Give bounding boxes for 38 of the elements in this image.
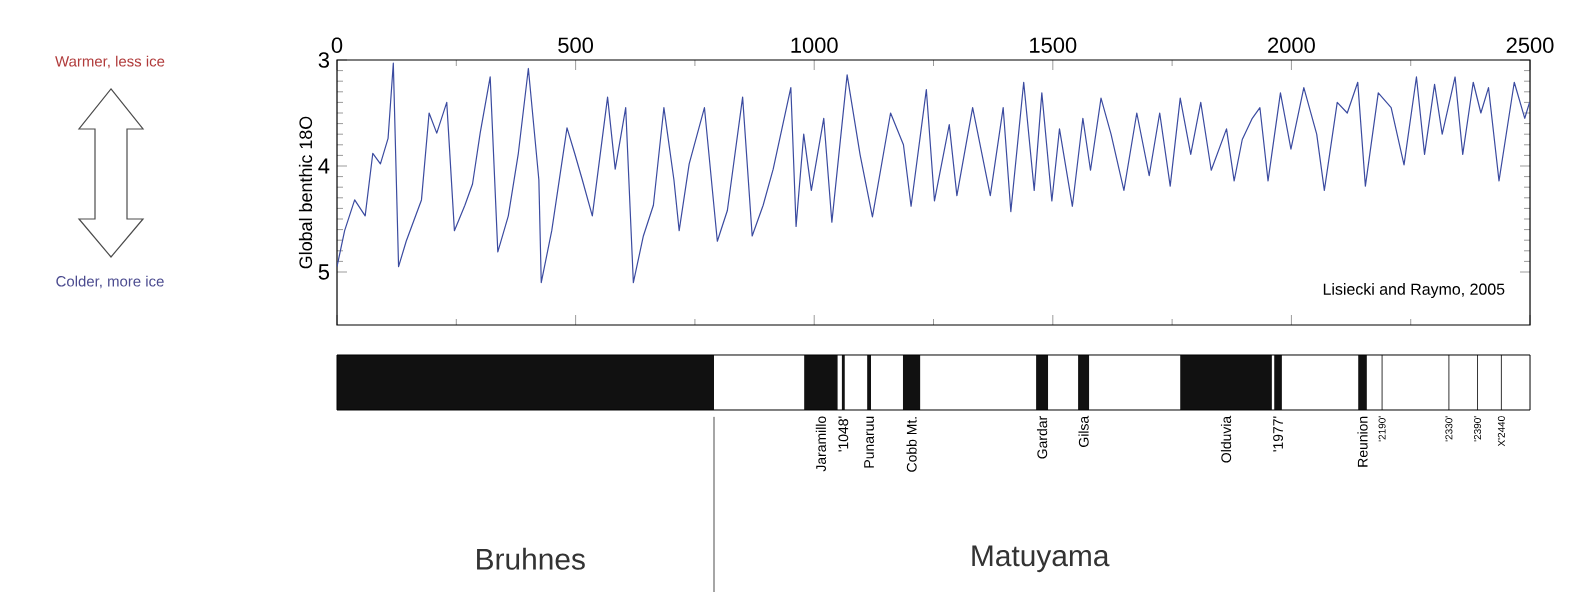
bar [1358,354,1367,410]
bar [1274,354,1282,410]
annotation: Bruhnes [477,547,585,570]
bar [1078,354,1090,410]
ref-line-label: '2330' [1445,416,1453,442]
x-tick-label: 1000 [791,37,838,53]
text: '1048' [838,416,849,452]
y-axis-title: Global benthic 18O [298,116,313,269]
text: Gilsa [1078,415,1089,447]
bar [804,354,838,410]
x-tick-label: 2500 [1506,37,1554,53]
text: Cobb Mt. [906,417,917,472]
bar [867,354,871,410]
text: Gardar [1036,416,1048,459]
text: Punaruu [864,416,874,468]
text: Reunion [1357,416,1368,467]
y-tick-label: 3 [318,52,329,68]
x-tick-label: 1500 [1030,37,1077,53]
bar [1180,354,1272,410]
annotation: Lisiecki and Raymo, 2005 [1323,283,1505,298]
y-tick-label: 5 [318,264,330,280]
bar [902,354,921,410]
text: Warmer, less ice [55,55,165,69]
bar [841,354,845,410]
x-tick-label: 2000 [1268,37,1315,53]
annotation: Matuyama [972,545,1110,573]
ref-line-label: '2390' [1473,416,1482,442]
bar [337,354,714,410]
text: '1977' [1273,416,1283,452]
ref-line-label: X'2440 [1497,416,1505,447]
x-tick-label: 500 [558,37,594,53]
x-tick-label: 0 [331,37,343,53]
text: Olduvia [1220,415,1232,463]
text: Jaramillo [815,416,826,472]
text: Colder, more ice [56,275,164,289]
y-tick-label: 4 [318,158,330,174]
bar [1036,354,1049,410]
ref-line-label: '2190' [1378,416,1386,442]
